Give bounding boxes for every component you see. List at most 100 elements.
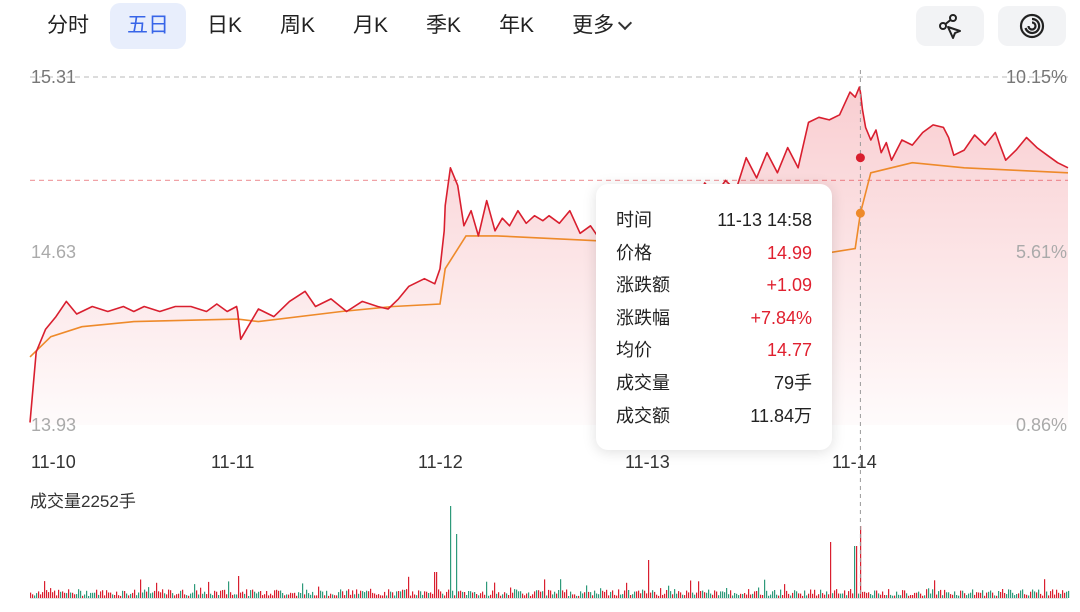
volume-bar <box>966 595 968 598</box>
tab-day-k[interactable]: 日K <box>207 14 243 37</box>
volume-bar <box>324 595 326 598</box>
volume-bar <box>512 592 514 598</box>
volume-bar <box>874 590 876 598</box>
volume-bar <box>326 590 328 598</box>
volume-bar <box>616 595 618 598</box>
volume-bar <box>110 592 112 598</box>
volume-bar <box>766 590 768 598</box>
volume-bar <box>470 591 472 598</box>
volume-bar <box>534 591 536 598</box>
volume-bar <box>574 594 576 598</box>
volume-bar <box>212 595 214 598</box>
volume-bar <box>168 589 170 598</box>
volume-bar <box>222 590 224 598</box>
tab-week-k[interactable]: 周K <box>280 14 316 37</box>
tab-more-label: 更多 <box>572 14 615 37</box>
volume-bar <box>248 596 250 598</box>
volume-bar <box>1068 590 1070 598</box>
volume-bar <box>278 590 280 598</box>
volume-bar <box>540 591 542 598</box>
volume-bar <box>444 595 446 598</box>
volume-bar <box>742 594 744 598</box>
volume-bar <box>176 594 178 598</box>
volume-bar <box>820 589 822 598</box>
volume-bar <box>196 590 198 598</box>
volume-bar <box>194 584 196 598</box>
volume-bar <box>188 595 190 598</box>
volume-bar <box>356 589 358 598</box>
volume-bar <box>328 595 330 598</box>
volume-bar <box>506 593 508 598</box>
volume-bar <box>138 592 140 598</box>
volume-bar <box>846 595 848 598</box>
spiral-icon <box>1019 13 1045 39</box>
volume-bar <box>582 593 584 598</box>
tab-minute[interactable]: 分时 <box>47 14 89 37</box>
volume-bar <box>392 592 394 598</box>
volume-bar <box>1050 591 1052 598</box>
volume-bar <box>546 595 548 598</box>
tab-more[interactable]: 更多 <box>555 3 647 49</box>
volume-bar <box>850 589 852 598</box>
volume-bar <box>70 592 72 598</box>
tab-quarter-k[interactable]: 季K <box>426 14 462 37</box>
volume-bar <box>386 595 388 598</box>
volume-bar <box>1044 579 1046 598</box>
volume-bar <box>774 590 776 598</box>
volume-bar <box>432 593 434 598</box>
volume-bar <box>998 591 1000 598</box>
volume-bar <box>178 593 180 598</box>
volume-bar <box>644 590 646 598</box>
volume-bar <box>630 595 632 598</box>
volume-bar <box>794 590 796 598</box>
volume-bar <box>756 591 758 598</box>
volume-bar <box>986 592 988 598</box>
volume-label: 成交量2252手 <box>30 492 136 511</box>
volume-bar <box>518 591 520 598</box>
volume-bar <box>264 594 266 598</box>
volume-bar <box>524 595 526 598</box>
volume-bar <box>442 593 444 598</box>
volume-bar <box>922 595 924 598</box>
volume-bar <box>64 592 66 598</box>
draw-tool-button[interactable] <box>916 6 984 46</box>
volume-bar <box>828 594 830 598</box>
volume-bar <box>480 593 482 598</box>
tooltip-row-time: 时间 11-13 14:58 <box>616 204 812 237</box>
volume-bar <box>988 591 990 598</box>
volume-bar <box>374 593 376 598</box>
tooltip-label: 时间 <box>616 210 652 230</box>
volume-bar <box>1056 589 1058 598</box>
tab-five-day[interactable]: 五日 <box>110 3 186 49</box>
volume-bar <box>552 594 554 598</box>
tab-month-k[interactable]: 月K <box>353 14 389 37</box>
volume-bar <box>638 590 640 598</box>
volume-bar <box>254 591 256 598</box>
volume-bar <box>944 589 946 598</box>
volume-bar <box>352 590 354 598</box>
volume-bar <box>514 589 516 598</box>
volume-bar <box>744 593 746 598</box>
volume-bar <box>120 595 122 598</box>
volume-bar <box>810 589 812 598</box>
volume-bar <box>926 589 928 598</box>
volume-bar <box>112 594 114 598</box>
volume-bar <box>1064 592 1066 598</box>
price-line <box>29 86 1069 423</box>
volume-bar <box>620 594 622 598</box>
volume-bar <box>238 576 240 598</box>
tab-year-k[interactable]: 年K <box>499 14 535 37</box>
volume-bar <box>588 591 590 598</box>
volume-bar <box>688 592 690 598</box>
volume-bar <box>704 592 706 598</box>
volume-bar <box>800 593 802 598</box>
volume-bar <box>594 590 596 598</box>
volume-bar <box>234 594 236 598</box>
volume-bar <box>180 590 182 598</box>
volume-bar <box>1060 593 1062 598</box>
chart-settings-button[interactable] <box>998 6 1066 46</box>
volume-bar <box>698 581 700 598</box>
volume-bar <box>172 593 174 598</box>
volume-bar <box>864 591 866 598</box>
